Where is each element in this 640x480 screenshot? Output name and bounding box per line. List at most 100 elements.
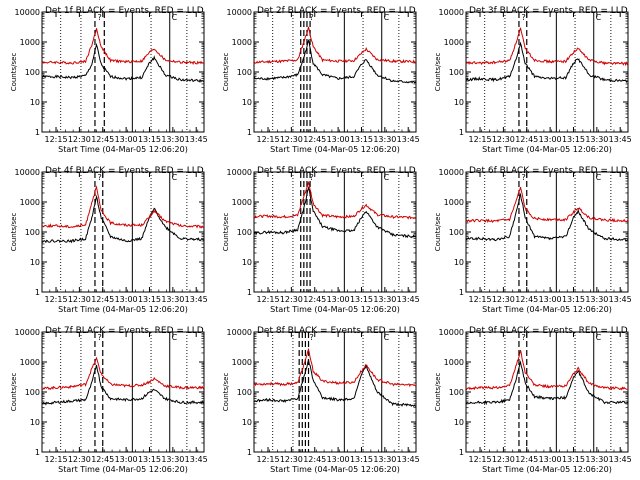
y-tick-label: 100: [449, 388, 464, 397]
x-tick-label: 13:30: [373, 295, 396, 304]
x-tick-label: 13:00: [115, 295, 138, 304]
x-tick-label: 13:45: [185, 295, 208, 304]
series-line-lld: [465, 27, 629, 67]
x-tick-label: 13:15: [350, 135, 373, 144]
series-line-events: [41, 194, 205, 244]
x-tick-label: 12:45: [91, 455, 114, 464]
x-tick-label: 13:00: [115, 455, 138, 464]
x-tick-label: 13:45: [397, 135, 420, 144]
x-axis-label: Start Time (04-Mar-05 12:06:20): [482, 145, 612, 154]
marker-label-1: ?: [522, 173, 526, 182]
marker-label-2: C: [596, 13, 602, 22]
x-tick-label: 13:15: [562, 135, 585, 144]
x-tick-label: 12:45: [303, 295, 326, 304]
x-tick-label: 13:30: [161, 455, 184, 464]
chart-panel-3: Det 3f BLACK = Events, RED = LLD 1 10 100 10…: [434, 6, 632, 154]
x-tick-label: 13:15: [350, 455, 373, 464]
y-tick-label: 10: [454, 418, 464, 427]
y-tick-label: 1000: [20, 38, 40, 47]
y-tick-label: 1000: [444, 358, 464, 367]
y-axis-label: Counts/sec: [10, 373, 18, 412]
plot-frame: [253, 331, 417, 453]
marker-label-2: C: [384, 173, 390, 182]
chart-panel-4: Det 4f BLACK = Events, RED = LLD 1 10 100 10…: [10, 166, 208, 314]
x-tick-label: 13:45: [609, 295, 632, 304]
x-tick-label: 13:15: [138, 455, 161, 464]
x-tick-label: 13:00: [539, 135, 562, 144]
x-tick-label: 12:15: [256, 135, 279, 144]
x-tick-label: 13:15: [350, 295, 373, 304]
marker-label-2: C: [172, 13, 178, 22]
y-tick-label: 10: [242, 258, 252, 267]
x-tick-label: 13:30: [373, 455, 396, 464]
y-tick-label: 1: [35, 128, 40, 137]
y-tick-label: 1: [459, 288, 464, 297]
x-tick-label: 12:15: [256, 455, 279, 464]
x-tick-label: 13:15: [562, 455, 585, 464]
y-tick-label: 10000: [439, 8, 464, 17]
y-tick-label: 10000: [15, 328, 40, 337]
y-tick-label: 10000: [15, 8, 40, 17]
x-tick-label: 13:45: [185, 455, 208, 464]
series-line-lld: [465, 186, 629, 224]
x-tick-label: 13:00: [115, 135, 138, 144]
x-tick-label: 13:30: [373, 135, 396, 144]
x-tick-label: 13:30: [585, 295, 608, 304]
y-tick-label: 100: [237, 68, 252, 77]
series-line-events: [253, 359, 417, 407]
marker-label-1: ?: [522, 13, 526, 22]
x-tick-label: 12:45: [515, 455, 538, 464]
y-axis-label: Counts/sec: [222, 213, 230, 252]
chart-panel-6: Det 6f BLACK = Events, RED = LLD 1 10 100 10…: [434, 166, 632, 314]
x-tick-label: 13:45: [609, 455, 632, 464]
x-axis-label: Start Time (04-Mar-05 12:06:20): [482, 465, 612, 474]
y-axis-label: Counts/sec: [10, 213, 18, 252]
x-tick-label: 12:30: [492, 455, 515, 464]
chart-title: Det 9f BLACK = Events, RED = LLD: [469, 326, 628, 336]
x-tick-label: 12:30: [492, 135, 515, 144]
y-tick-label: 1: [247, 448, 252, 457]
marker-label-2: C: [596, 173, 602, 182]
x-tick-label: 12:15: [44, 455, 67, 464]
plot-frame: [41, 11, 205, 133]
marker-label-1: ?: [310, 13, 314, 22]
x-tick-label: 13:30: [585, 135, 608, 144]
y-tick-label: 10: [30, 98, 40, 107]
x-tick-label: 13:45: [609, 135, 632, 144]
y-tick-label: 1000: [232, 38, 252, 47]
y-axis-label: Counts/sec: [434, 213, 442, 252]
y-tick-label: 10: [30, 258, 40, 267]
x-axis-label: Start Time (04-Mar-05 12:06:20): [270, 305, 400, 314]
x-tick-label: 12:15: [468, 135, 491, 144]
y-tick-label: 100: [237, 388, 252, 397]
series-line-events: [41, 42, 205, 83]
x-tick-label: 12:15: [44, 135, 67, 144]
y-tick-label: 1000: [20, 198, 40, 207]
y-tick-label: 10: [242, 418, 252, 427]
marker-label-1: ?: [98, 173, 102, 182]
x-tick-label: 12:45: [91, 135, 114, 144]
marker-label-2: C: [384, 333, 390, 342]
series-line-events: [253, 39, 417, 84]
marker-label-2: C: [172, 173, 178, 182]
marker-label-1: ?: [310, 333, 314, 342]
y-tick-label: 1000: [232, 198, 252, 207]
x-tick-label: 13:45: [185, 135, 208, 144]
series-line-lld: [41, 185, 205, 229]
y-tick-label: 1: [35, 448, 40, 457]
series-line-events: [41, 364, 204, 406]
y-tick-label: 10: [30, 418, 40, 427]
series-line-lld: [253, 347, 417, 388]
x-axis-label: Start Time (04-Mar-05 12:06:20): [58, 145, 188, 154]
y-tick-label: 10: [454, 98, 464, 107]
x-tick-label: 12:45: [515, 135, 538, 144]
marker-label-1: ?: [310, 173, 314, 182]
plot-frame: [41, 171, 205, 293]
x-tick-label: 13:00: [327, 135, 350, 144]
chart-panel-1: Det 1f BLACK = Events, RED = LLD 1 10 100 10…: [10, 6, 208, 154]
y-tick-label: 1000: [232, 358, 252, 367]
x-axis-label: Start Time (04-Mar-05 12:06:20): [270, 465, 400, 474]
chart-panel-9: Det 9f BLACK = Events, RED = LLD 1 10 100 10…: [434, 326, 632, 474]
y-tick-label: 1: [35, 288, 40, 297]
